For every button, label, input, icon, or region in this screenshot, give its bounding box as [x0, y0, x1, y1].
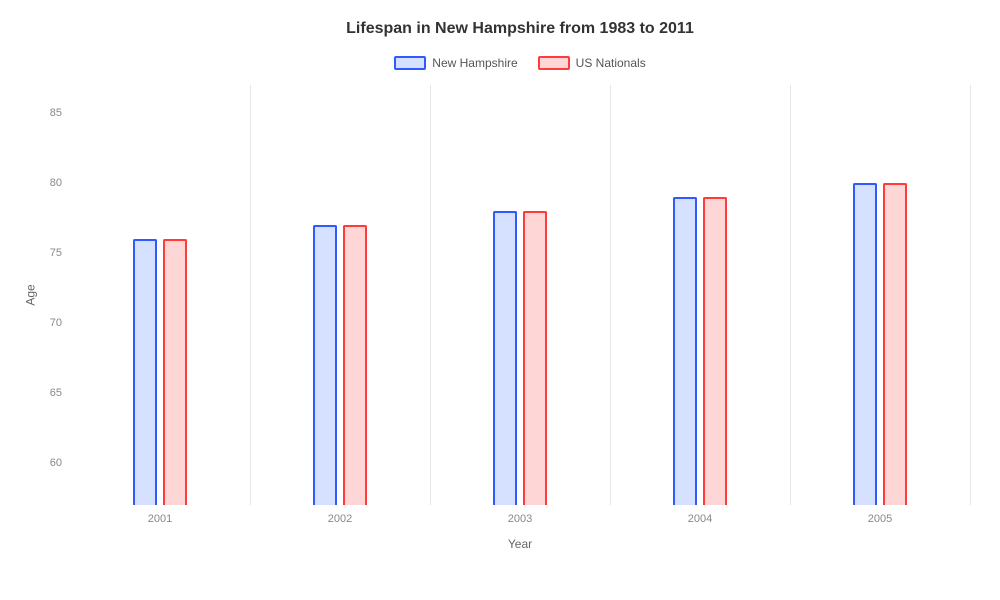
bar [163, 239, 187, 505]
legend-label: US Nationals [576, 56, 646, 70]
x-axis-title: Year [508, 537, 532, 551]
legend-item: New Hampshire [394, 56, 517, 70]
legend-label: New Hampshire [432, 56, 517, 70]
legend-swatch [394, 56, 426, 70]
y-tick-label: 80 [50, 177, 62, 189]
x-tick-label: 2003 [508, 513, 532, 525]
lifespan-chart: Lifespan in New Hampshire from 1983 to 2… [0, 0, 1000, 600]
bar [313, 225, 337, 505]
y-tick-label: 85 [50, 107, 62, 119]
plot-area: Age Year 6065707580852001200220032004200… [70, 85, 970, 505]
bar [493, 211, 517, 505]
x-tick-label: 2005 [868, 513, 892, 525]
y-axis-title: Age [24, 284, 38, 305]
x-tick-label: 2004 [688, 513, 712, 525]
bar [703, 197, 727, 505]
y-tick-label: 65 [50, 387, 62, 399]
bar [523, 211, 547, 505]
bar [883, 183, 907, 505]
x-tick-label: 2002 [328, 513, 352, 525]
y-tick-label: 75 [50, 247, 62, 259]
bar [853, 183, 877, 505]
grid-line [250, 85, 251, 505]
x-tick-label: 2001 [148, 513, 172, 525]
chart-title: Lifespan in New Hampshire from 1983 to 2… [70, 20, 970, 38]
bar [133, 239, 157, 505]
bar [673, 197, 697, 505]
legend-swatch [538, 56, 570, 70]
grid-line [430, 85, 431, 505]
chart-legend: New Hampshire US Nationals [70, 56, 970, 70]
legend-item: US Nationals [538, 56, 646, 70]
y-tick-label: 70 [50, 317, 62, 329]
bar [343, 225, 367, 505]
grid-line [970, 85, 971, 505]
grid-line [790, 85, 791, 505]
y-tick-label: 60 [50, 457, 62, 469]
grid-line [610, 85, 611, 505]
